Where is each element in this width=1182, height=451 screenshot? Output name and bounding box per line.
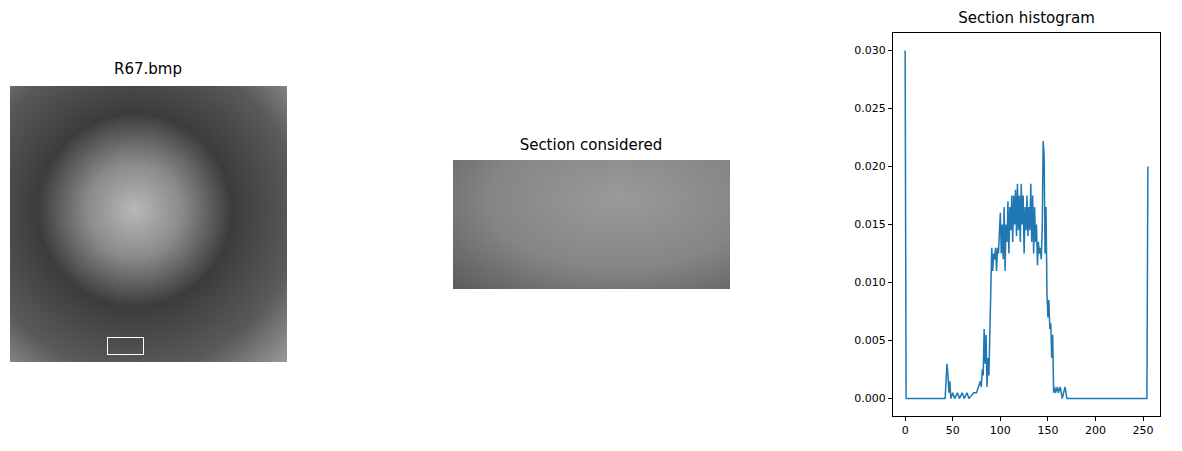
svg-text:0.030: 0.030 (854, 44, 886, 57)
svg-text:0.015: 0.015 (854, 218, 886, 231)
svg-text:100: 100 (990, 424, 1011, 437)
svg-text:0.005: 0.005 (854, 334, 886, 347)
svg-text:0.025: 0.025 (854, 102, 886, 115)
html-text:Section considered: Section considered (519, 136, 663, 154)
svg-text:250: 250 (1133, 424, 1154, 437)
svg-text:Section histogram: Section histogram (958, 9, 1095, 27)
svg-text:50: 50 (946, 424, 960, 437)
svg-text:0.020: 0.020 (854, 160, 886, 173)
svg-text:0.000: 0.000 (854, 392, 886, 405)
svg-text:200: 200 (1085, 424, 1106, 437)
svg-text:0.010: 0.010 (854, 276, 886, 289)
html-text:R67.bmp: R67.bmp (114, 60, 182, 78)
svg-text:150: 150 (1037, 424, 1058, 437)
svg-text:0: 0 (902, 424, 909, 437)
